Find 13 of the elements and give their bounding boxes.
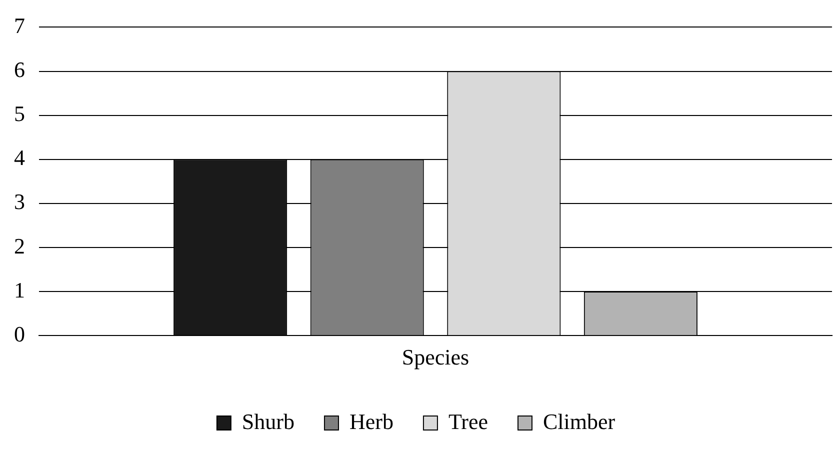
legend-label: Tree <box>448 408 488 434</box>
y-tick-label: 2 <box>14 233 25 258</box>
x-tick-label: Species <box>402 344 470 370</box>
y-tick-label: 5 <box>14 101 25 126</box>
legend-label: Shurb <box>242 408 294 434</box>
legend-label: Herb <box>349 408 394 434</box>
y-tick-label: 7 <box>14 12 25 38</box>
y-tick-label: 4 <box>14 145 25 170</box>
y-tick-label: 6 <box>14 57 25 82</box>
legend-label: Climber <box>542 408 616 434</box>
y-tick-label: 3 <box>14 189 25 214</box>
y-tick-label: 1 <box>14 277 25 302</box>
y-tick-label: 0 <box>14 321 25 346</box>
